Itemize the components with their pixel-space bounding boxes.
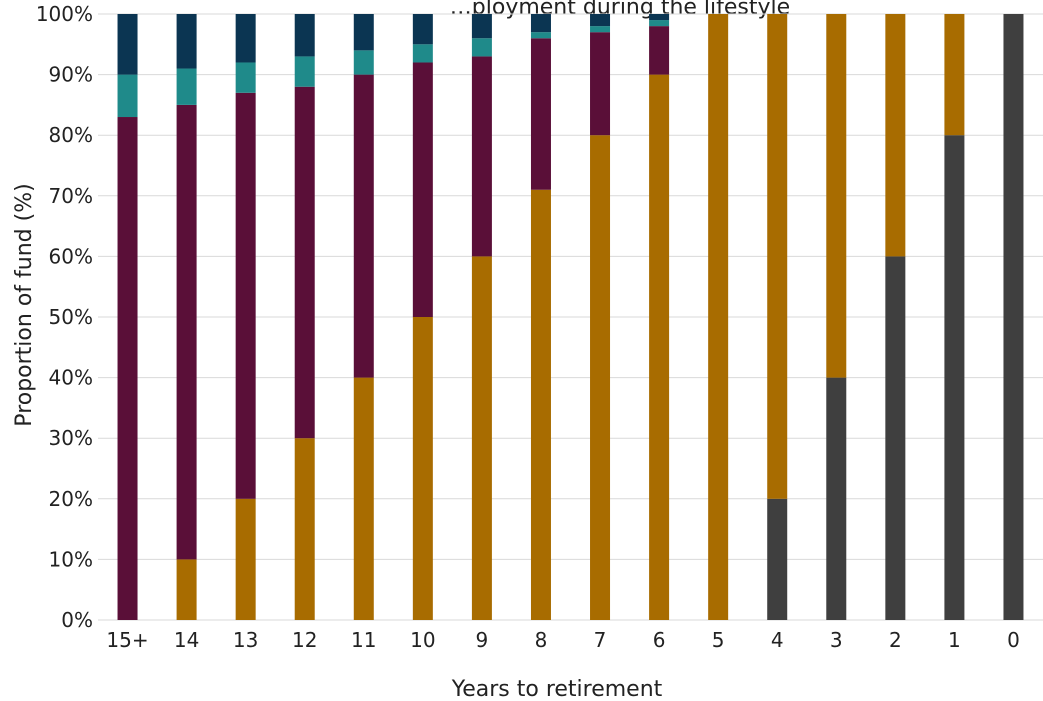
bar-segment xyxy=(649,20,670,27)
bar-segment xyxy=(471,38,492,57)
bar-segment xyxy=(649,14,670,21)
y-tick-labels: 0% 10% 20% 30% 40% 50% 60% 70% 80% 90% 100% xyxy=(36,2,93,632)
x-tick-label: 2 xyxy=(889,628,902,652)
y-tick-label: 40% xyxy=(49,366,93,390)
x-tick-label: 7 xyxy=(594,628,607,652)
bar-segment xyxy=(235,498,256,620)
bar-segment xyxy=(176,559,197,620)
bar-segment xyxy=(767,498,788,620)
bar-segment xyxy=(767,14,788,499)
bar-segment xyxy=(471,256,492,620)
bar-segment xyxy=(176,14,197,69)
bar-segment xyxy=(944,135,965,620)
bar-segment xyxy=(412,317,433,620)
bar-segment xyxy=(826,14,847,378)
bar-segment xyxy=(412,14,433,45)
bar-segment xyxy=(885,256,906,620)
bar-segment xyxy=(530,38,551,190)
bar-segment xyxy=(1003,14,1024,620)
bar-segment xyxy=(353,50,374,75)
x-tick-label: 10 xyxy=(410,628,435,652)
y-tick-label: 100% xyxy=(36,2,93,26)
y-tick-label: 10% xyxy=(49,547,93,571)
x-tick-label: 1 xyxy=(948,628,961,652)
y-tick-label: 20% xyxy=(49,487,93,511)
bar-segment xyxy=(590,135,611,620)
y-tick-label: 50% xyxy=(49,305,93,329)
bar-segment xyxy=(235,92,256,499)
y-tick-label: 90% xyxy=(49,63,93,87)
bar-segment xyxy=(353,74,374,378)
bar-segment xyxy=(412,44,433,63)
x-tick-label: 14 xyxy=(174,628,199,652)
bar-segment xyxy=(176,68,197,105)
bar-segment xyxy=(117,14,138,75)
y-tick-label: 60% xyxy=(49,244,93,268)
bar-segment xyxy=(826,377,847,620)
bar-segment xyxy=(649,74,670,621)
x-tick-label: 6 xyxy=(653,628,666,652)
bar-segment xyxy=(590,26,611,33)
bar-segment xyxy=(353,377,374,620)
bar-segment xyxy=(294,14,315,57)
bar-segment xyxy=(176,104,197,560)
y-tick-label: 0% xyxy=(61,608,93,632)
bar-segment xyxy=(885,14,906,257)
bar-segment xyxy=(235,62,256,93)
y-axis-label: Proportion of fund (%) xyxy=(12,183,37,426)
bar-segment xyxy=(294,438,315,620)
bar-segment xyxy=(117,74,138,118)
bar-segment xyxy=(530,14,551,33)
y-tick-label: 80% xyxy=(49,123,93,147)
x-tick-label: 9 xyxy=(476,628,489,652)
x-tick-labels: 15+ 14 13 12 11 10 9 8 7 6 5 4 3 2 1 0 xyxy=(106,628,1019,652)
bar-segment xyxy=(412,62,433,318)
y-tick-label: 30% xyxy=(49,426,93,450)
bar-segment xyxy=(649,26,670,75)
bar-segment xyxy=(294,86,315,439)
bar-segment xyxy=(590,32,611,136)
bar-segment xyxy=(353,14,374,51)
x-tick-label: 15+ xyxy=(106,628,148,652)
x-tick-label: 0 xyxy=(1007,628,1020,652)
bar-segment xyxy=(530,189,551,621)
x-tick-label: 11 xyxy=(351,628,376,652)
bar-segment xyxy=(708,14,729,620)
bar-segment xyxy=(294,56,315,87)
x-tick-label: 13 xyxy=(233,628,258,652)
bar-segment xyxy=(944,14,965,136)
bar-segment xyxy=(471,14,492,39)
x-tick-label: 3 xyxy=(830,628,843,652)
x-axis-label: Years to retirement xyxy=(451,677,663,701)
bar-segment xyxy=(530,32,551,39)
x-tick-label: 4 xyxy=(771,628,784,652)
x-tick-label: 12 xyxy=(292,628,317,652)
x-tick-label: 8 xyxy=(535,628,548,652)
chart-title: …ployment during the lifestyle xyxy=(450,0,790,20)
bars xyxy=(117,14,1024,621)
x-tick-label: 5 xyxy=(712,628,725,652)
bar-segment xyxy=(235,14,256,63)
bar-segment xyxy=(471,56,492,257)
bar-segment xyxy=(590,14,611,27)
y-tick-label: 70% xyxy=(49,184,93,208)
bar-segment xyxy=(117,117,138,621)
